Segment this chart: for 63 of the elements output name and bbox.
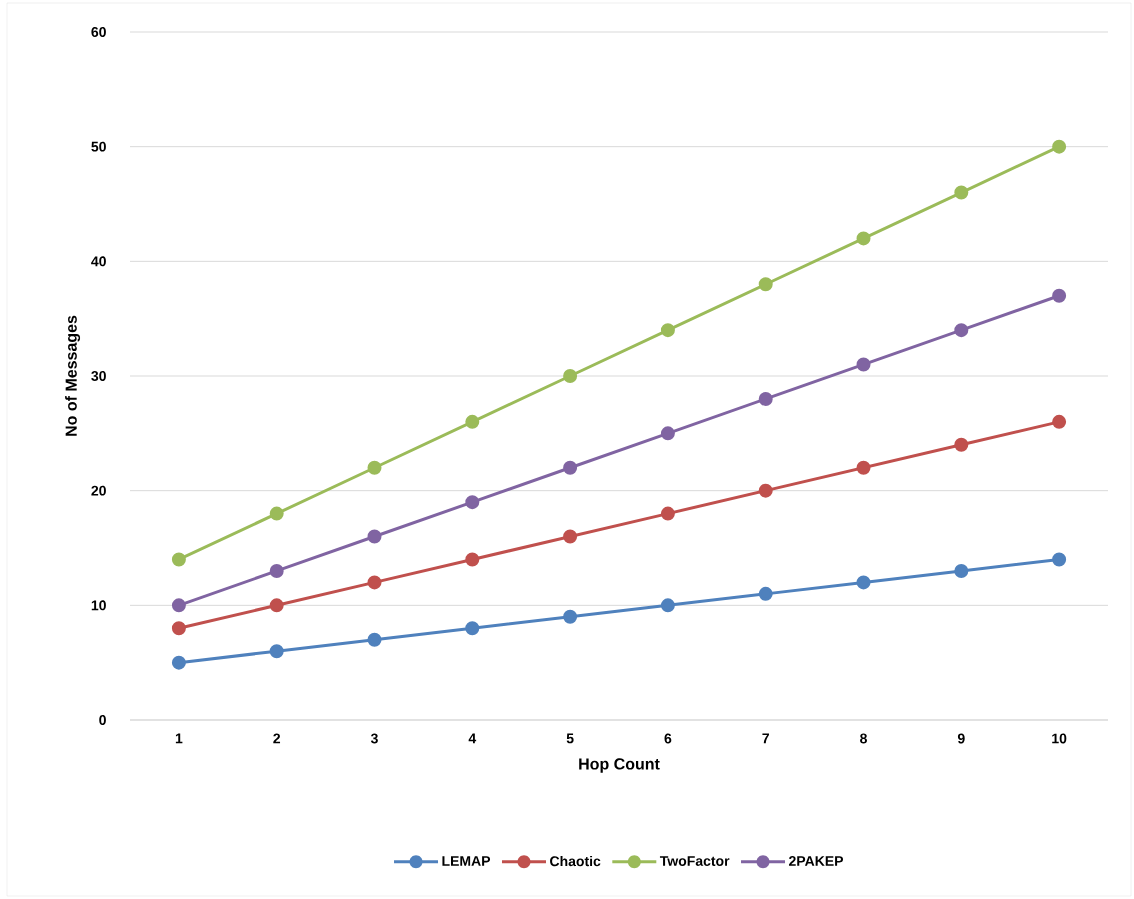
- point: [563, 529, 578, 544]
- point: [856, 575, 871, 590]
- point: [954, 563, 969, 578]
- point: [758, 586, 773, 601]
- x-tick-label: 5: [566, 733, 574, 744]
- point: [465, 552, 480, 567]
- point: [660, 323, 675, 338]
- point: [269, 506, 284, 521]
- x-tick-label: 10: [1052, 733, 1067, 744]
- point: [954, 323, 969, 338]
- point: [563, 460, 578, 475]
- y-tick-label: 0: [99, 715, 106, 725]
- point: [856, 460, 871, 475]
- point: [171, 621, 186, 636]
- point: [465, 621, 480, 636]
- x-tick-label: 6: [664, 733, 672, 744]
- legend-label: TwoFactor: [659, 856, 730, 866]
- point: [563, 369, 578, 383]
- y-tick-label: 30: [91, 371, 106, 381]
- point: [1052, 139, 1067, 154]
- point: [465, 495, 480, 510]
- point: [269, 598, 284, 613]
- point: [269, 644, 284, 659]
- y-tick-label: 20: [91, 485, 106, 496]
- point: [171, 598, 186, 613]
- y-tick-label: 60: [91, 27, 106, 37]
- point: [856, 231, 871, 246]
- y-tick-label: 10: [91, 600, 106, 611]
- point: [367, 632, 382, 647]
- point: [1052, 414, 1067, 429]
- point: [269, 563, 284, 578]
- point: [758, 277, 773, 292]
- x-tick-label: 7: [762, 733, 769, 744]
- x-tick-label: 4: [468, 733, 477, 744]
- point: [1052, 288, 1067, 303]
- point: [171, 655, 186, 670]
- point: [660, 598, 675, 613]
- x-tick-label: 2: [273, 733, 281, 744]
- legend-label: LEMAP: [442, 856, 491, 866]
- point: [563, 609, 578, 624]
- point: [954, 437, 969, 452]
- point: [367, 575, 382, 590]
- point: [660, 506, 675, 521]
- y-tick-label: 50: [91, 141, 106, 152]
- y-tick-label: 40: [91, 256, 106, 267]
- point: [758, 483, 773, 498]
- x-tick-label: 1: [175, 733, 183, 744]
- point: [856, 357, 871, 372]
- point: [367, 460, 382, 475]
- legend-label: Chaotic: [550, 855, 601, 867]
- point: [954, 185, 969, 200]
- x-tick-label: 8: [860, 733, 867, 744]
- point: [758, 391, 773, 406]
- point: [171, 552, 186, 567]
- point: [660, 426, 675, 441]
- legend-label: 2PAKEP: [789, 856, 844, 866]
- point: [1052, 552, 1067, 567]
- x-tick-label: 3: [370, 733, 378, 744]
- x-tick-label: 9: [957, 733, 965, 744]
- point: [367, 529, 382, 544]
- point: [465, 414, 480, 429]
- x-axis-title: Hop Count: [579, 758, 660, 773]
- y-axis-title: No of Messages: [65, 315, 81, 436]
